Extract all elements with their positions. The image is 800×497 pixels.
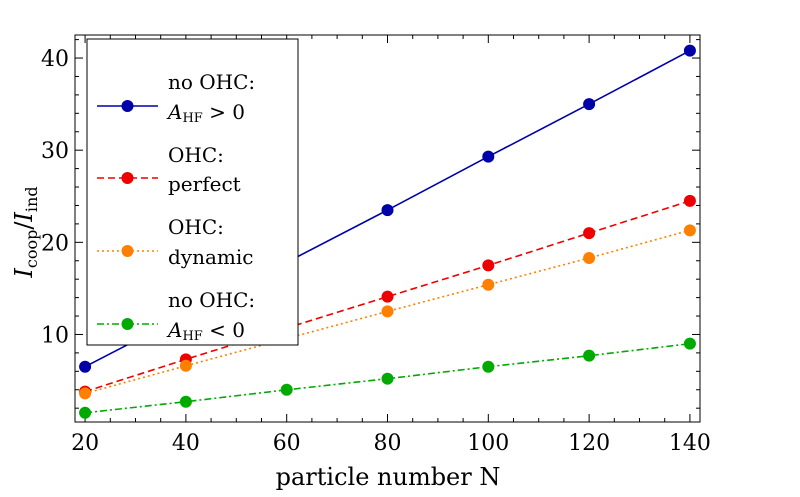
x-tick-label: 40 — [172, 431, 200, 456]
series-point — [280, 383, 293, 396]
series-point — [482, 259, 495, 272]
series-point — [381, 305, 394, 318]
y-tick-label: 10 — [41, 323, 69, 348]
legend-entry-ohc-perfect: OHC: perfect — [97, 143, 241, 196]
series-3 — [79, 337, 696, 419]
legend-entry-ohc-dynamic: OHC: dynamic — [97, 215, 253, 269]
series-point — [79, 387, 92, 400]
legend-box — [86, 38, 299, 346]
legend-marker-no-ohc-negative — [121, 318, 134, 330]
y-tick-label: 20 — [41, 231, 69, 256]
x-tick-label: 140 — [669, 431, 711, 456]
x-tick-label: 20 — [71, 431, 99, 456]
y-axis-label: Icoop/Iind — [10, 186, 41, 278]
x-tick-label: 120 — [568, 431, 610, 456]
series-point — [583, 251, 596, 264]
legend-entry-no-ohc-positive: no OHC: AHF > 0 — [97, 70, 255, 126]
legend-marker-ohc-perfect — [121, 172, 134, 184]
series-point — [683, 194, 696, 207]
series-point — [79, 406, 92, 419]
major-ticks — [75, 35, 700, 422]
series-point — [381, 204, 394, 217]
series-layer — [79, 44, 696, 419]
legend-entry-no-ohc-negative: no OHC: AHF < 0 — [97, 288, 255, 344]
series-point — [179, 395, 192, 408]
series-point — [683, 337, 696, 350]
series-point — [79, 360, 92, 373]
legend-text-line2: dynamic — [168, 245, 253, 269]
legend-marker-no-ohc-positive — [121, 100, 134, 112]
legend: no OHC: AHF > 0 OHC: perfect OHC: dynami… — [86, 38, 299, 346]
x-tick-label: 80 — [374, 431, 402, 456]
legend-text-line1: OHC: — [168, 143, 224, 167]
legend-text-line1: no OHC: — [168, 70, 255, 94]
minor-ticks — [75, 35, 700, 422]
series-point — [583, 98, 596, 111]
series-point — [482, 360, 495, 373]
series-point — [683, 44, 696, 57]
y-tick-label: 30 — [41, 139, 69, 164]
series-point — [179, 359, 192, 372]
series-point — [482, 150, 495, 163]
series-point — [583, 349, 596, 362]
x-tick-label: 100 — [467, 431, 509, 456]
series-2 — [79, 224, 696, 400]
plot-frame — [74, 34, 701, 423]
series-point — [381, 372, 394, 385]
series-point — [381, 290, 394, 303]
legend-text-line2: perfect — [168, 172, 241, 196]
series-point — [482, 278, 495, 291]
x-axis-label: particle number N — [276, 463, 501, 491]
series-point — [683, 224, 696, 237]
y-tick-label: 40 — [41, 47, 69, 72]
x-tick-label: 60 — [273, 431, 301, 456]
series-line — [84, 200, 691, 393]
tick-labels: 20 40 60 80 100 120 140 10 20 30 40 — [41, 47, 711, 456]
legend-text-line2: AHF < 0 — [166, 318, 245, 344]
legend-text-line2: AHF > 0 — [166, 100, 245, 126]
series-line — [84, 229, 691, 395]
legend-marker-ohc-dynamic — [121, 245, 134, 257]
legend-text-line1: no OHC: — [168, 288, 255, 312]
legend-text-line1: OHC: — [168, 215, 224, 239]
series-point — [583, 227, 596, 240]
